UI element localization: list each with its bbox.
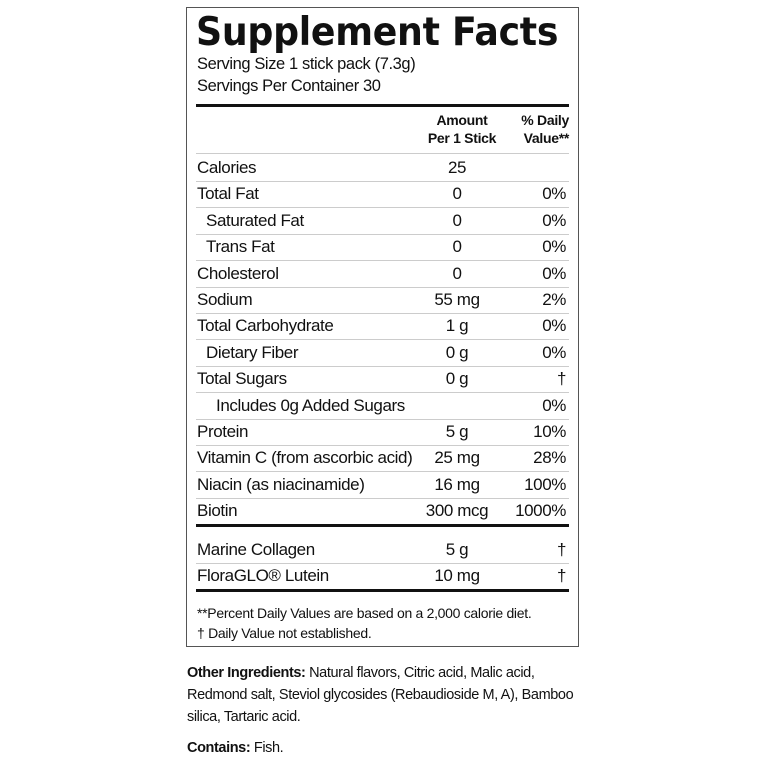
divider (196, 181, 569, 182)
nutrient-amount: 1 g (445, 316, 469, 336)
nutrient-row: Marine Collagen 5 g † (196, 537, 569, 563)
divider (196, 207, 569, 209)
nutrient-amount: 55 mg (434, 290, 480, 309)
nutrient-name: Total Sugars (197, 369, 287, 389)
nutrient-row: Saturated Fat 0 0% (196, 208, 569, 234)
dv-header: % Daily Value** (499, 111, 569, 147)
divider (196, 286, 569, 288)
contains-label: Contains: (187, 740, 251, 756)
nutrient-row: Total Carbohydrate 1 g 0% (196, 313, 569, 339)
nutrient-daily-value: 0% (542, 263, 566, 283)
nutrient-amount: 0 (452, 184, 462, 204)
nutrient-row: Total Sugars 0 g † (196, 366, 569, 392)
nutrient-name: Vitamin C (from ascorbic acid) (197, 448, 413, 468)
nutrient-row: Sodium 55 mg 2% (196, 287, 569, 313)
nutrient-daily-value: 0% (542, 237, 566, 257)
nutrient-row: Protein 5 g 10% (196, 419, 569, 445)
nutrient-amount: 5 g (445, 422, 469, 441)
dv-header-line2: Value** (523, 130, 570, 146)
nutrient-row: FloraGLO® Lutein 10 mg † (196, 563, 569, 589)
contains: Contains: Fish. (187, 737, 587, 759)
nutrient-daily-value: † (556, 369, 566, 389)
divider (196, 418, 569, 420)
nutrient-name: Calories (197, 158, 257, 177)
dv-header-line1: % Daily (521, 112, 569, 128)
nutrient-name: Trans Fat (206, 237, 275, 257)
amount-header-line1: Amount (436, 112, 488, 128)
nutrient-daily-value: 0% (542, 184, 566, 204)
nutrient-name: Sodium (197, 290, 253, 309)
divider (196, 589, 569, 593)
contains-text: Fish. (250, 740, 284, 756)
serving-size: Serving Size 1 stick pack (7.3g) (197, 55, 416, 73)
divider (196, 313, 569, 314)
amount-header: Amount Per 1 Stick (412, 111, 512, 147)
servings-per-container: Servings Per Container 30 (197, 77, 381, 95)
nutrient-row: Biotin 300 mcg 1000% (196, 498, 569, 524)
nutrient-row: Niacin (as niacinamide) 16 mg 100% (196, 472, 569, 498)
nutrient-row: Trans Fat 0 0% (196, 234, 569, 260)
nutrient-amount: 0 g (445, 342, 469, 362)
nutrient-row: Total Fat 0 0% (196, 181, 569, 207)
nutrient-amount: 5 g (445, 540, 469, 559)
nutrient-amount: 300 mcg (425, 501, 489, 521)
footnote-dagger: † Daily Value not established. (197, 625, 372, 641)
nutrient-amount: 0 (452, 210, 462, 230)
nutrient-row: Includes 0g Added Sugars 0% (196, 393, 569, 419)
nutrient-amount: 0 (452, 237, 462, 257)
nutrient-name: Dietary Fiber (206, 342, 299, 362)
nutrient-amount: 0 (452, 263, 462, 283)
divider (196, 497, 569, 499)
other-ingredients: Other Ingredients: Natural flavors, Citr… (187, 662, 587, 728)
divider (196, 445, 569, 446)
nutrient-daily-value: 0% (542, 342, 566, 362)
nutrient-daily-value: 0% (542, 395, 566, 415)
divider (196, 260, 569, 262)
nutrient-daily-value: 100% (524, 474, 566, 494)
nutrient-daily-value: 1000% (515, 501, 566, 521)
nutrient-amount: 25 mg (434, 448, 480, 468)
other-ingredients-text: Natural flavors, Citric acid, Malic acid… (187, 665, 574, 725)
nutrient-daily-value: 0% (542, 316, 566, 336)
amount-header-line2: Per 1 Stick (427, 130, 497, 146)
nutrient-daily-value: 28% (533, 448, 566, 468)
nutrient-name: Total Fat (197, 184, 259, 204)
nutrient-name: Niacin (as niacinamide) (197, 474, 365, 494)
nutrient-amount: 10 mg (434, 566, 480, 586)
nutrient-daily-value: 10% (533, 422, 566, 441)
divider (196, 524, 569, 528)
divider (196, 471, 569, 473)
nutrient-row: Calories 25 (196, 155, 569, 181)
nutrient-name: Cholesterol (197, 263, 279, 283)
nutrient-row: Vitamin C (from ascorbic acid) 25 mg 28% (196, 445, 569, 471)
nutrient-name: FloraGLO® Lutein (197, 566, 329, 586)
panel-title: Supplement Facts (196, 10, 559, 55)
nutrient-name: Protein (197, 422, 249, 441)
nutrient-daily-value: 0% (542, 210, 566, 230)
nutrient-daily-value: † (556, 540, 566, 559)
divider (196, 339, 569, 341)
nutrient-name: Saturated Fat (206, 210, 304, 230)
divider (196, 233, 569, 235)
nutrient-row: Dietary Fiber 0 g 0% (196, 340, 569, 366)
nutrient-name: Includes 0g Added Sugars (216, 395, 405, 415)
nutrient-daily-value: † (556, 566, 566, 586)
supplement-facts-panel: Supplement Facts Serving Size 1 stick pa… (186, 7, 579, 647)
nutrient-daily-value: 2% (542, 290, 566, 309)
divider (196, 365, 569, 367)
divider (196, 104, 569, 107)
other-ingredients-label: Other Ingredients: (187, 665, 306, 681)
footnote-dv: **Percent Daily Values are based on a 2,… (197, 605, 532, 621)
nutrient-name: Marine Collagen (197, 540, 315, 559)
nutrient-row: Cholesterol 0 0% (196, 261, 569, 287)
divider (196, 392, 569, 394)
nutrient-name: Total Carbohydrate (197, 316, 334, 336)
divider (196, 563, 569, 564)
nutrient-amount: 0 g (445, 369, 469, 389)
divider (196, 153, 569, 154)
nutrient-amount: 25 (447, 158, 467, 177)
nutrient-name: Biotin (197, 501, 238, 521)
nutrient-amount: 16 mg (434, 474, 480, 494)
